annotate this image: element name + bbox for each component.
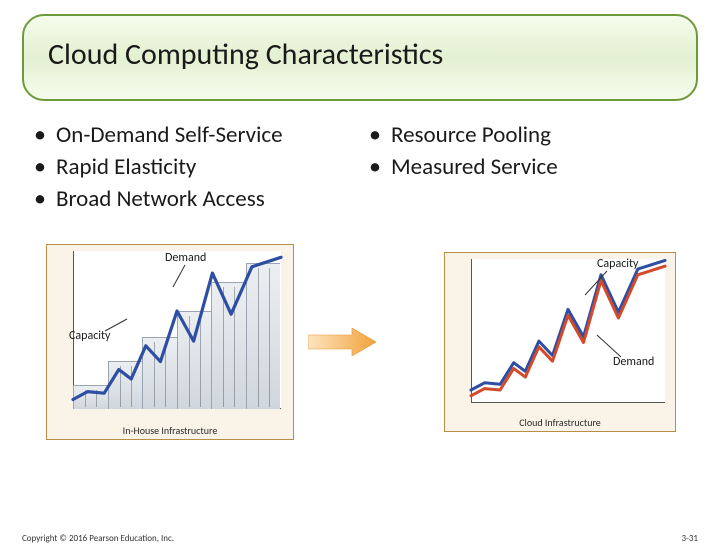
title-banner: Cloud Computing Characteristics <box>22 14 698 101</box>
label-demand: Demand <box>613 355 654 369</box>
chart-cloud-axis-title: Cloud Infrastructure <box>445 416 675 429</box>
bullet-list-left: On-Demand Self-Service Rapid Elasticity … <box>34 119 351 216</box>
bullet-item: Broad Network Access <box>34 183 351 215</box>
bullet-columns: On-Demand Self-Service Rapid Elasticity … <box>34 119 686 216</box>
arrow-icon <box>308 328 376 356</box>
label-capacity: Capacity <box>597 257 638 271</box>
chart-cloud-plot: Capacity Demand <box>471 259 665 403</box>
label-capacity: Capacity <box>69 329 110 343</box>
chart-inhouse-plot: Demand Capacity <box>73 251 281 409</box>
curves <box>471 259 665 403</box>
charts-row: Demand Capacity In-House Infrastructure … <box>34 232 686 452</box>
bullet-item: On-Demand Self-Service <box>34 119 351 151</box>
chart-inhouse: Demand Capacity In-House Infrastructure <box>46 244 294 440</box>
chart-inhouse-axis-title: In-House Infrastructure <box>47 424 293 437</box>
chart-cloud: Capacity Demand Cloud Infrastructure <box>444 252 676 432</box>
bullet-list-right: Resource Pooling Measured Service <box>369 119 686 216</box>
arrow-transition <box>308 328 376 356</box>
slide-title: Cloud Computing Characteristics <box>48 36 672 73</box>
footer: Copyright © 2016 Pearson Education, Inc.… <box>22 533 698 544</box>
bullet-item: Measured Service <box>369 151 686 183</box>
bullet-item: Rapid Elasticity <box>34 151 351 183</box>
copyright-text: Copyright © 2016 Pearson Education, Inc. <box>22 533 174 544</box>
bullet-item: Resource Pooling <box>369 119 686 151</box>
page-number: 3-31 <box>682 533 698 544</box>
label-demand: Demand <box>165 251 206 265</box>
